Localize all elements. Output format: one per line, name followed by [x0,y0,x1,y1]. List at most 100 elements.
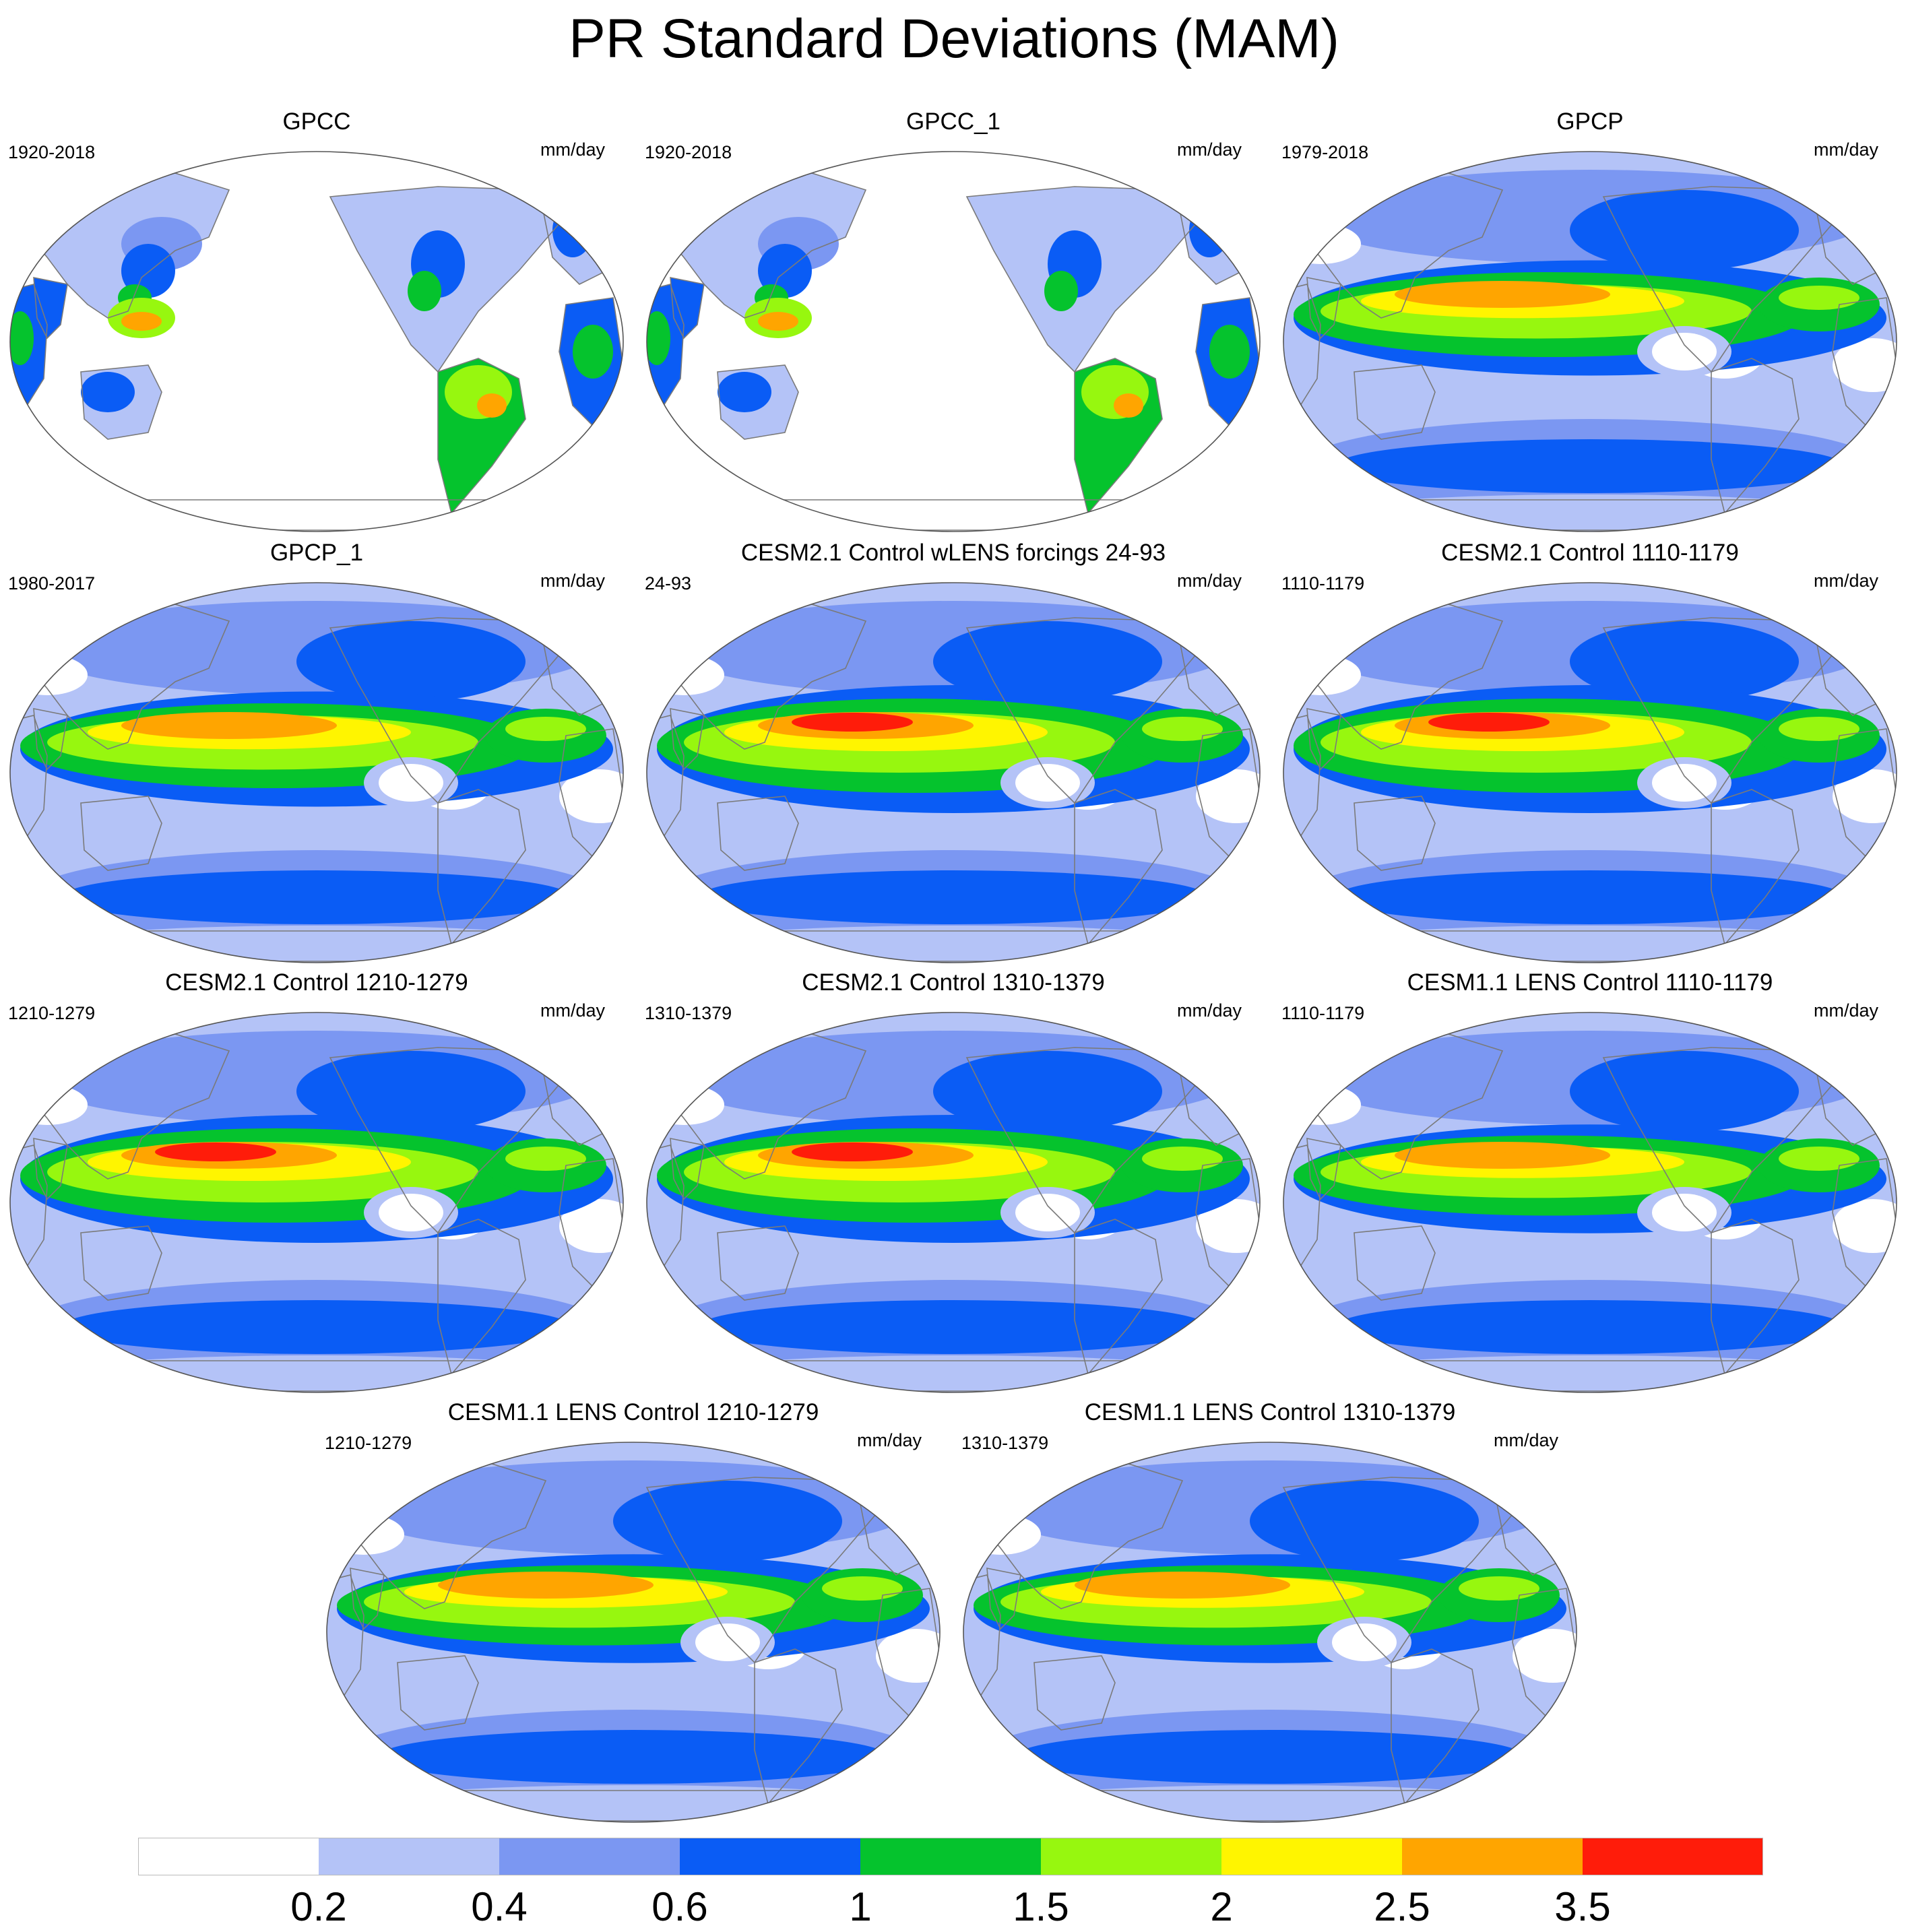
colorbar-label: 0.6 [651,1884,708,1929]
dry-sepacific-core [1652,1194,1717,1231]
land-europe-2 [552,203,593,257]
colorbar-segment [1402,1838,1583,1875]
coastline-india [670,1138,705,1200]
map-outline [1283,1012,1897,1393]
coastline-asia [30,604,230,750]
coastline-india [33,277,68,340]
panel-title: CESM1.1 LENS Control 1310-1379 [1084,1399,1456,1425]
dry-satlantic-core [1846,773,1897,820]
field-south-storm [61,870,573,924]
coastline-india [1306,277,1341,340]
field-npacific-storm [296,1051,526,1132]
land-africa-east-2 [1209,325,1250,379]
colorbar-label: 3.5 [1554,1884,1611,1929]
coastline-asia [666,1033,867,1180]
land-australia-2 [81,372,135,412]
colorbar-label: 1 [849,1884,872,1929]
dry-satlantic-core [1209,1202,1260,1250]
panel-period: 1980-2017 [8,573,96,593]
field-south-storm [1334,870,1846,924]
coastline-australia [80,796,162,871]
panel-units: mm/day [1813,139,1878,160]
land-namerica-3 [1044,271,1078,311]
map-outline [1283,151,1897,532]
dry-sepacific-core [379,764,443,802]
dry-sepacific-core [1015,764,1080,802]
colorbar-segment [499,1838,680,1875]
coastline-asia [666,172,867,319]
tropics-max [1435,1152,1583,1165]
colorbar-label: 0.4 [471,1884,528,1929]
map-field [963,1442,1577,1822]
global-map [646,151,1261,532]
land-australia-2 [718,372,771,412]
atlantic-itcz-2 [1779,717,1859,741]
panel-title: GPCP_1 [269,540,364,566]
atlantic-itcz-2 [1779,286,1859,310]
coastline-australia [1354,1225,1436,1301]
panel-units: mm/day [540,1000,605,1021]
dry-sepacific-core [1652,333,1717,371]
land-africa-west-2 [10,311,34,365]
coastline-india [350,1568,385,1630]
map-field [327,1442,940,1822]
coastline-australia [80,1225,162,1301]
colorbar-border [138,1838,1763,1875]
panel-title: CESM2.1 Control 1310-1379 [802,969,1105,996]
coastline-india [670,708,705,771]
panel-title: CESM2.1 Control wLENS forcings 24-93 [740,540,1166,566]
coastline-samerica [1074,789,1163,946]
colorbar-label: 0.2 [290,1884,347,1929]
coastline-africa [10,715,48,838]
coastline-africa [10,1145,48,1268]
atlantic-itcz-2 [1779,1147,1859,1171]
atlantic-itcz-2 [1142,1147,1223,1171]
map-field [10,1012,623,1392]
coastline-india [1306,708,1341,771]
tropics-max [1428,713,1550,732]
atlantic-itcz-2 [505,717,586,741]
global-map [1283,582,1897,963]
field-npacific-storm [296,621,526,702]
dry-sepacific-core [695,1623,760,1661]
map-panel: CESM2.1 Control 1110-1179 1110-1179 mm/day [1273,539,1907,963]
field-npacific-storm [1570,621,1799,702]
map-outline [963,1442,1577,1823]
coastline-samerica [1711,1219,1800,1376]
map-outline [9,1012,624,1393]
dry-satlantic-core [889,1632,940,1679]
global-map [646,582,1261,963]
dry-satlantic-core [1209,773,1260,820]
panel-period: 1210-1279 [8,1003,96,1023]
colorbar-segment [860,1838,1041,1875]
panel-period: 1920-2018 [645,142,732,162]
panel-units: mm/day [540,139,605,160]
colorbar [138,1838,1763,1875]
land-africa-east-2 [573,325,613,379]
global-map [646,1012,1261,1393]
colorbar-segment [1041,1838,1221,1875]
tropics-max [1115,1582,1263,1595]
coastline-africa [647,284,685,407]
colorbar-segment [1221,1838,1402,1875]
land-maritime-2 [121,312,162,331]
dry-satlantic-core [573,1202,623,1250]
tropics-max [792,713,913,732]
map-panel: CESM1.1 LENS Control 1210-1279 1210-1279 m… [317,1398,950,1823]
land-africa-west-2 [647,311,670,365]
land-maritime-2 [758,312,798,331]
panel-units: mm/day [1176,1000,1242,1021]
land-samerica-3 [1114,393,1143,418]
tropics-5 [121,712,337,739]
coastline-africa [10,284,48,407]
coastline-australia [80,364,162,440]
field-npacific-storm [933,621,1162,702]
panel-period: 1310-1379 [961,1433,1049,1453]
colorbar-segment [680,1838,860,1875]
global-map [9,151,624,532]
map-panel: CESM2.1 Control 1310-1379 1310-1379 mm/day [637,969,1270,1393]
tropics-max [792,1142,913,1161]
land-europe-2 [1189,203,1230,257]
panel-units: mm/day [540,571,605,591]
coastline-samerica [437,358,526,515]
